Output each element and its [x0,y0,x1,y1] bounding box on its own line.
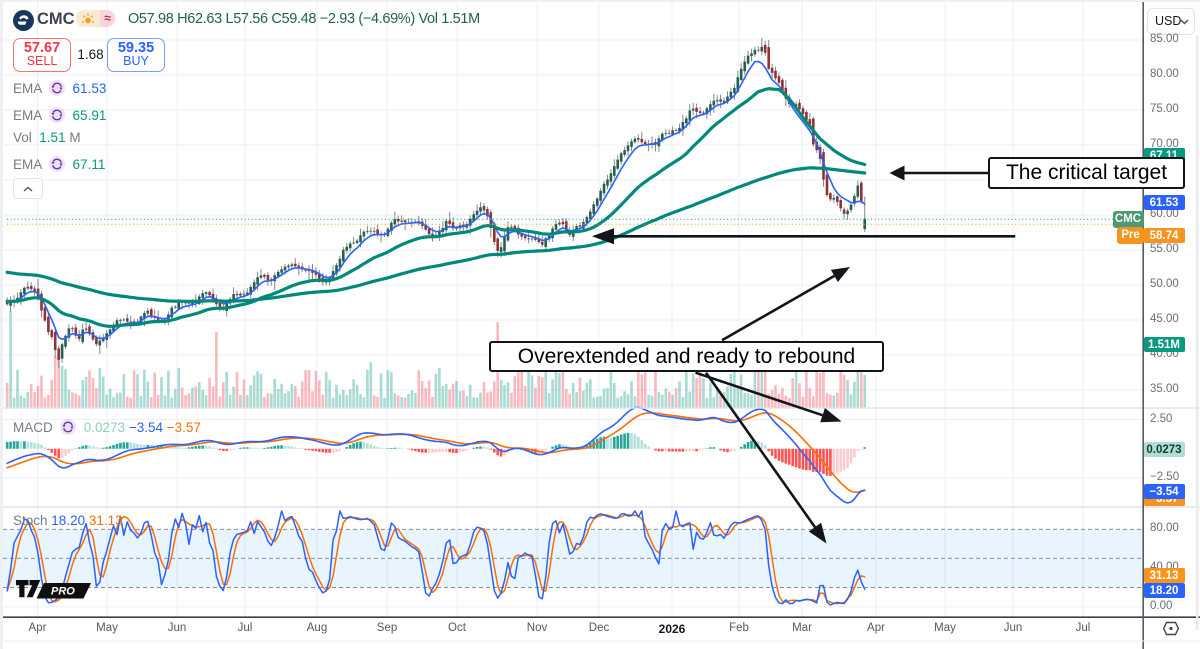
svg-text:PRO: PRO [51,586,75,598]
